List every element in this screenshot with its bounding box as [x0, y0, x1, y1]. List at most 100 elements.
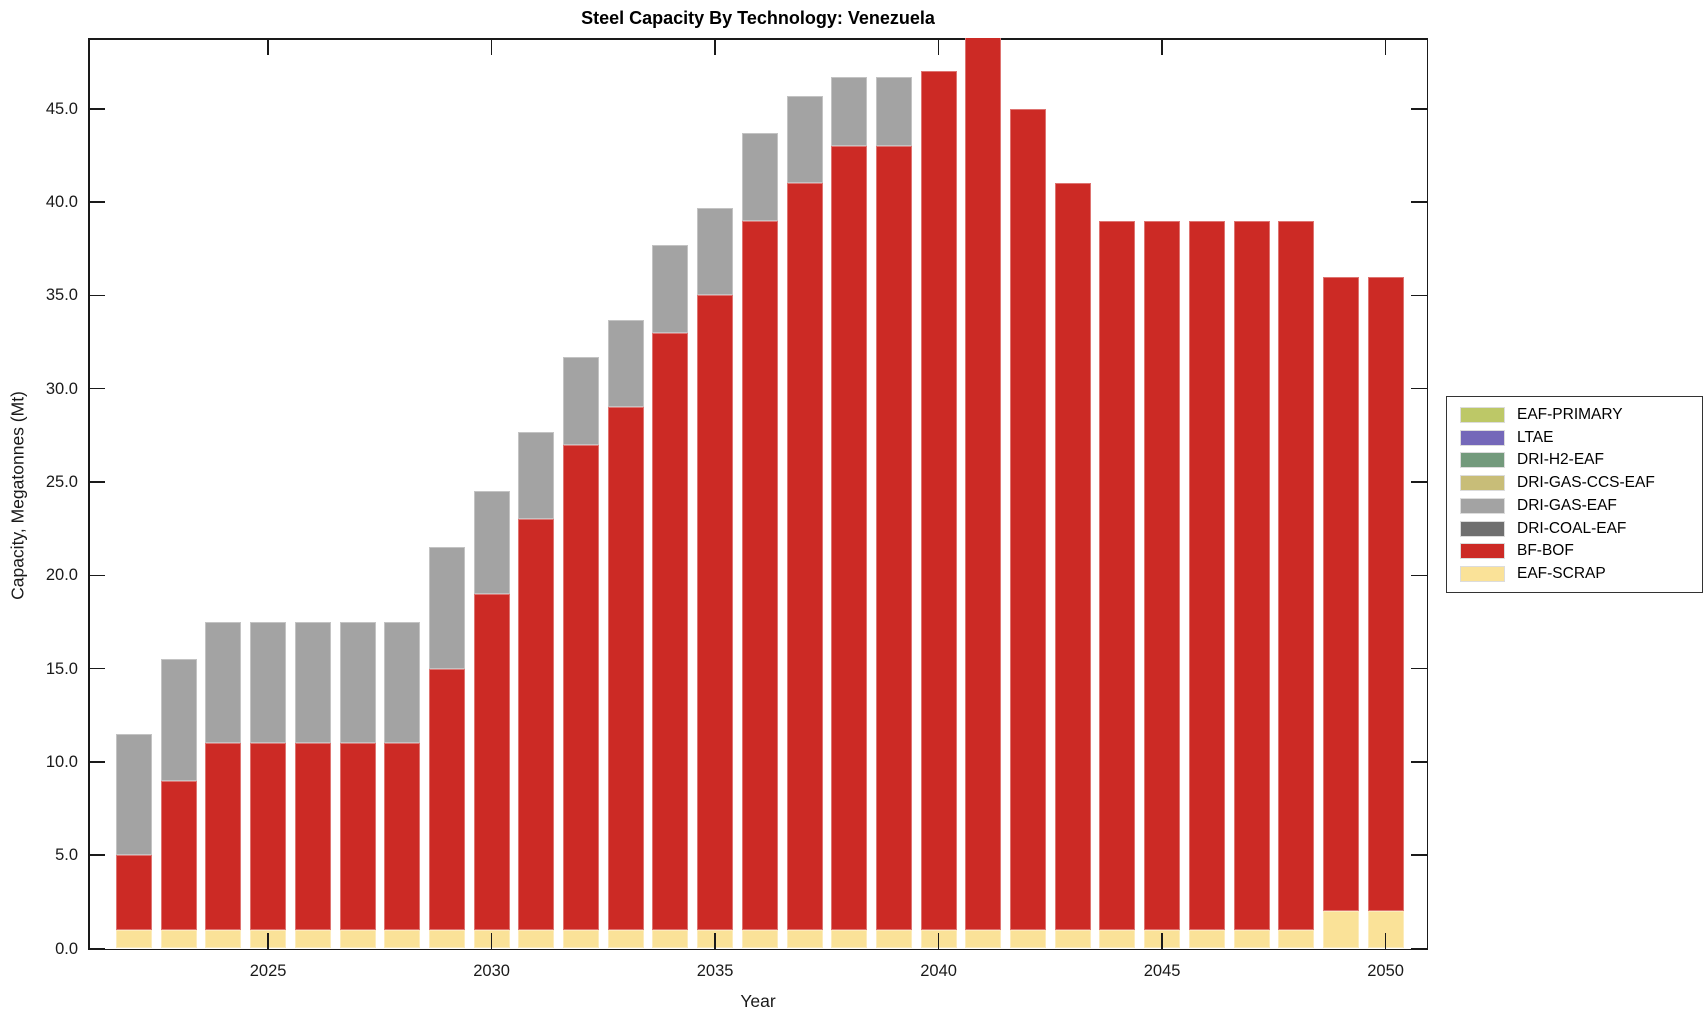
y-tick-right	[1411, 574, 1428, 577]
legend-swatch-eaf-scrap	[1460, 566, 1505, 583]
bar-segment-bf-bof-2045	[1144, 220, 1181, 930]
y-tick-left	[88, 854, 105, 856]
y-tick-label: 20.0	[45, 566, 78, 585]
bar-segment-bf-bof-2048	[1278, 220, 1315, 930]
legend-item-ltae: LTAE	[1460, 429, 1702, 447]
y-tick-left	[88, 108, 105, 110]
bar-segment-dri-gas-eaf-2031	[518, 431, 555, 520]
bar-segment-eaf-scrap-2047	[1233, 929, 1270, 949]
bar-segment-eaf-scrap-2023	[160, 929, 197, 949]
legend-item-eaf-primary: EAF-PRIMARY	[1460, 406, 1702, 424]
x-tick-label: 2035	[696, 962, 734, 980]
legend-label: DRI-H2-EAF	[1517, 451, 1604, 469]
bar-segment-bf-bof-2037	[786, 183, 823, 930]
bar-segment-bf-bof-2029	[428, 668, 465, 930]
bar-segment-bf-bof-2036	[741, 220, 778, 930]
bar-segment-dri-gas-eaf-2027	[339, 621, 376, 744]
bar-segment-dri-gas-eaf-2029	[428, 547, 465, 669]
y-tick-right	[1411, 947, 1428, 950]
y-tick-right	[1411, 481, 1428, 483]
bar-segment-dri-gas-eaf-2032	[563, 356, 599, 445]
y-tick-label: 45.0	[45, 99, 78, 118]
y-tick-right	[1411, 108, 1428, 110]
legend: EAF-PRIMARY LTAE DRI-H2-EAF DRI-GAS-CCS-EAF…	[1446, 396, 1703, 593]
bar-segment-dri-gas-eaf-2028	[384, 621, 421, 744]
bar-segment-bf-bof-2041	[965, 38, 1002, 930]
bar-segment-bf-bof-2039	[875, 146, 912, 930]
y-tick-label: 25.0	[45, 473, 78, 491]
y-tick-left	[88, 667, 105, 670]
bar-segment-dri-gas-eaf-2026	[294, 621, 331, 744]
bar-segment-bf-bof-2047	[1233, 220, 1270, 930]
bar-segment-bf-bof-2043	[1054, 183, 1091, 930]
legend-item-dri-gas-ccs-eaf: DRI-GAS-CCS-EAF	[1460, 474, 1702, 492]
y-axis-label: Capacity, Megatonnes (Mt)	[7, 391, 28, 600]
legend-label: BF-BOF	[1517, 542, 1574, 560]
bar-segment-bf-bof-2033	[607, 407, 644, 930]
bar-segment-dri-gas-eaf-2034	[652, 245, 689, 333]
bar-segment-bf-bof-2050	[1367, 276, 1404, 912]
y-tick-label: 15.0	[45, 659, 78, 678]
y-tick-left	[88, 481, 105, 483]
bar-segment-bf-bof-2046	[1188, 220, 1225, 930]
legend-swatch-eaf-primary	[1460, 406, 1505, 423]
bar-segment-bf-bof-2022	[116, 855, 152, 930]
bar-segment-eaf-scrap-2036	[741, 929, 778, 949]
bar-segment-dri-gas-eaf-2022	[116, 733, 152, 856]
legend-swatch-dri-coal-eaf	[1460, 520, 1505, 537]
bar-segment-eaf-scrap-2048	[1278, 929, 1315, 949]
bar-segment-eaf-scrap-2033	[607, 929, 644, 949]
legend-swatch-dri-gas-ccs-eaf	[1460, 475, 1505, 492]
legend-item-dri-gas-eaf: DRI-GAS-EAF	[1460, 497, 1702, 515]
legend-label: EAF-PRIMARY	[1517, 405, 1623, 423]
y-tick-label: 30.0	[45, 379, 78, 398]
bar-segment-eaf-scrap-2046	[1188, 929, 1225, 949]
bar-segment-eaf-scrap-2028	[384, 929, 421, 949]
x-tick-bottom	[714, 933, 716, 950]
legend-swatch-dri-h2-eaf	[1460, 452, 1505, 469]
legend-item-dri-coal-eaf: DRI-COAL-EAF	[1460, 520, 1702, 538]
bar-segment-bf-bof-2028	[384, 743, 421, 930]
bar-segment-bf-bof-2042	[1010, 108, 1046, 930]
bar-segment-eaf-scrap-2037	[786, 929, 823, 949]
legend-swatch-bf-bof	[1460, 543, 1505, 560]
chart-title: Steel Capacity By Technology: Venezuela	[581, 8, 935, 28]
bar-segment-bf-bof-2049	[1322, 276, 1359, 912]
bar-segment-bf-bof-2031	[518, 519, 555, 930]
y-tick-label: 35.0	[45, 286, 78, 305]
bar-segment-dri-gas-eaf-2033	[607, 319, 644, 408]
plot-border-top	[88, 38, 1428, 40]
bar-segment-eaf-scrap-2022	[116, 929, 152, 949]
bar-segment-dri-gas-eaf-2037	[786, 95, 823, 184]
y-tick-left	[88, 201, 105, 203]
bar-segment-bf-bof-2023	[160, 780, 197, 930]
bar-segment-dri-gas-eaf-2025	[250, 621, 287, 744]
bar-segment-eaf-scrap-2027	[339, 929, 376, 949]
y-tick-right	[1411, 294, 1428, 297]
plot-border-bottom	[88, 948, 1428, 950]
bar-segment-eaf-scrap-2049	[1322, 911, 1359, 949]
legend-swatch-ltae	[1460, 429, 1505, 446]
bar-segment-dri-gas-eaf-2023	[160, 659, 197, 781]
x-tick-top	[490, 38, 493, 55]
y-tick-label: 10.0	[45, 752, 78, 771]
bar-segment-eaf-scrap-2024	[205, 929, 242, 949]
y-tick-left	[88, 294, 105, 297]
legend-item-bf-bof: BF-BOF	[1460, 542, 1702, 560]
legend-label: EAF-SCRAP	[1517, 565, 1606, 583]
x-tick-label: 2025	[249, 962, 287, 980]
y-tick-right	[1411, 387, 1428, 390]
bar-segment-bf-bof-2040	[920, 71, 957, 930]
bar-segment-bf-bof-2026	[294, 743, 331, 930]
bar-segment-eaf-scrap-2043	[1054, 929, 1091, 949]
bar-segment-eaf-scrap-2034	[652, 929, 689, 949]
y-tick-left	[88, 947, 105, 950]
x-tick-top	[937, 38, 940, 55]
legend-item-eaf-scrap: EAF-SCRAP	[1460, 565, 1702, 583]
bar-segment-dri-gas-eaf-2036	[741, 133, 778, 221]
y-tick-left	[88, 574, 105, 577]
x-tick-bottom	[937, 933, 940, 950]
bar-segment-eaf-scrap-2038	[831, 929, 868, 949]
x-tick-top	[267, 38, 269, 55]
